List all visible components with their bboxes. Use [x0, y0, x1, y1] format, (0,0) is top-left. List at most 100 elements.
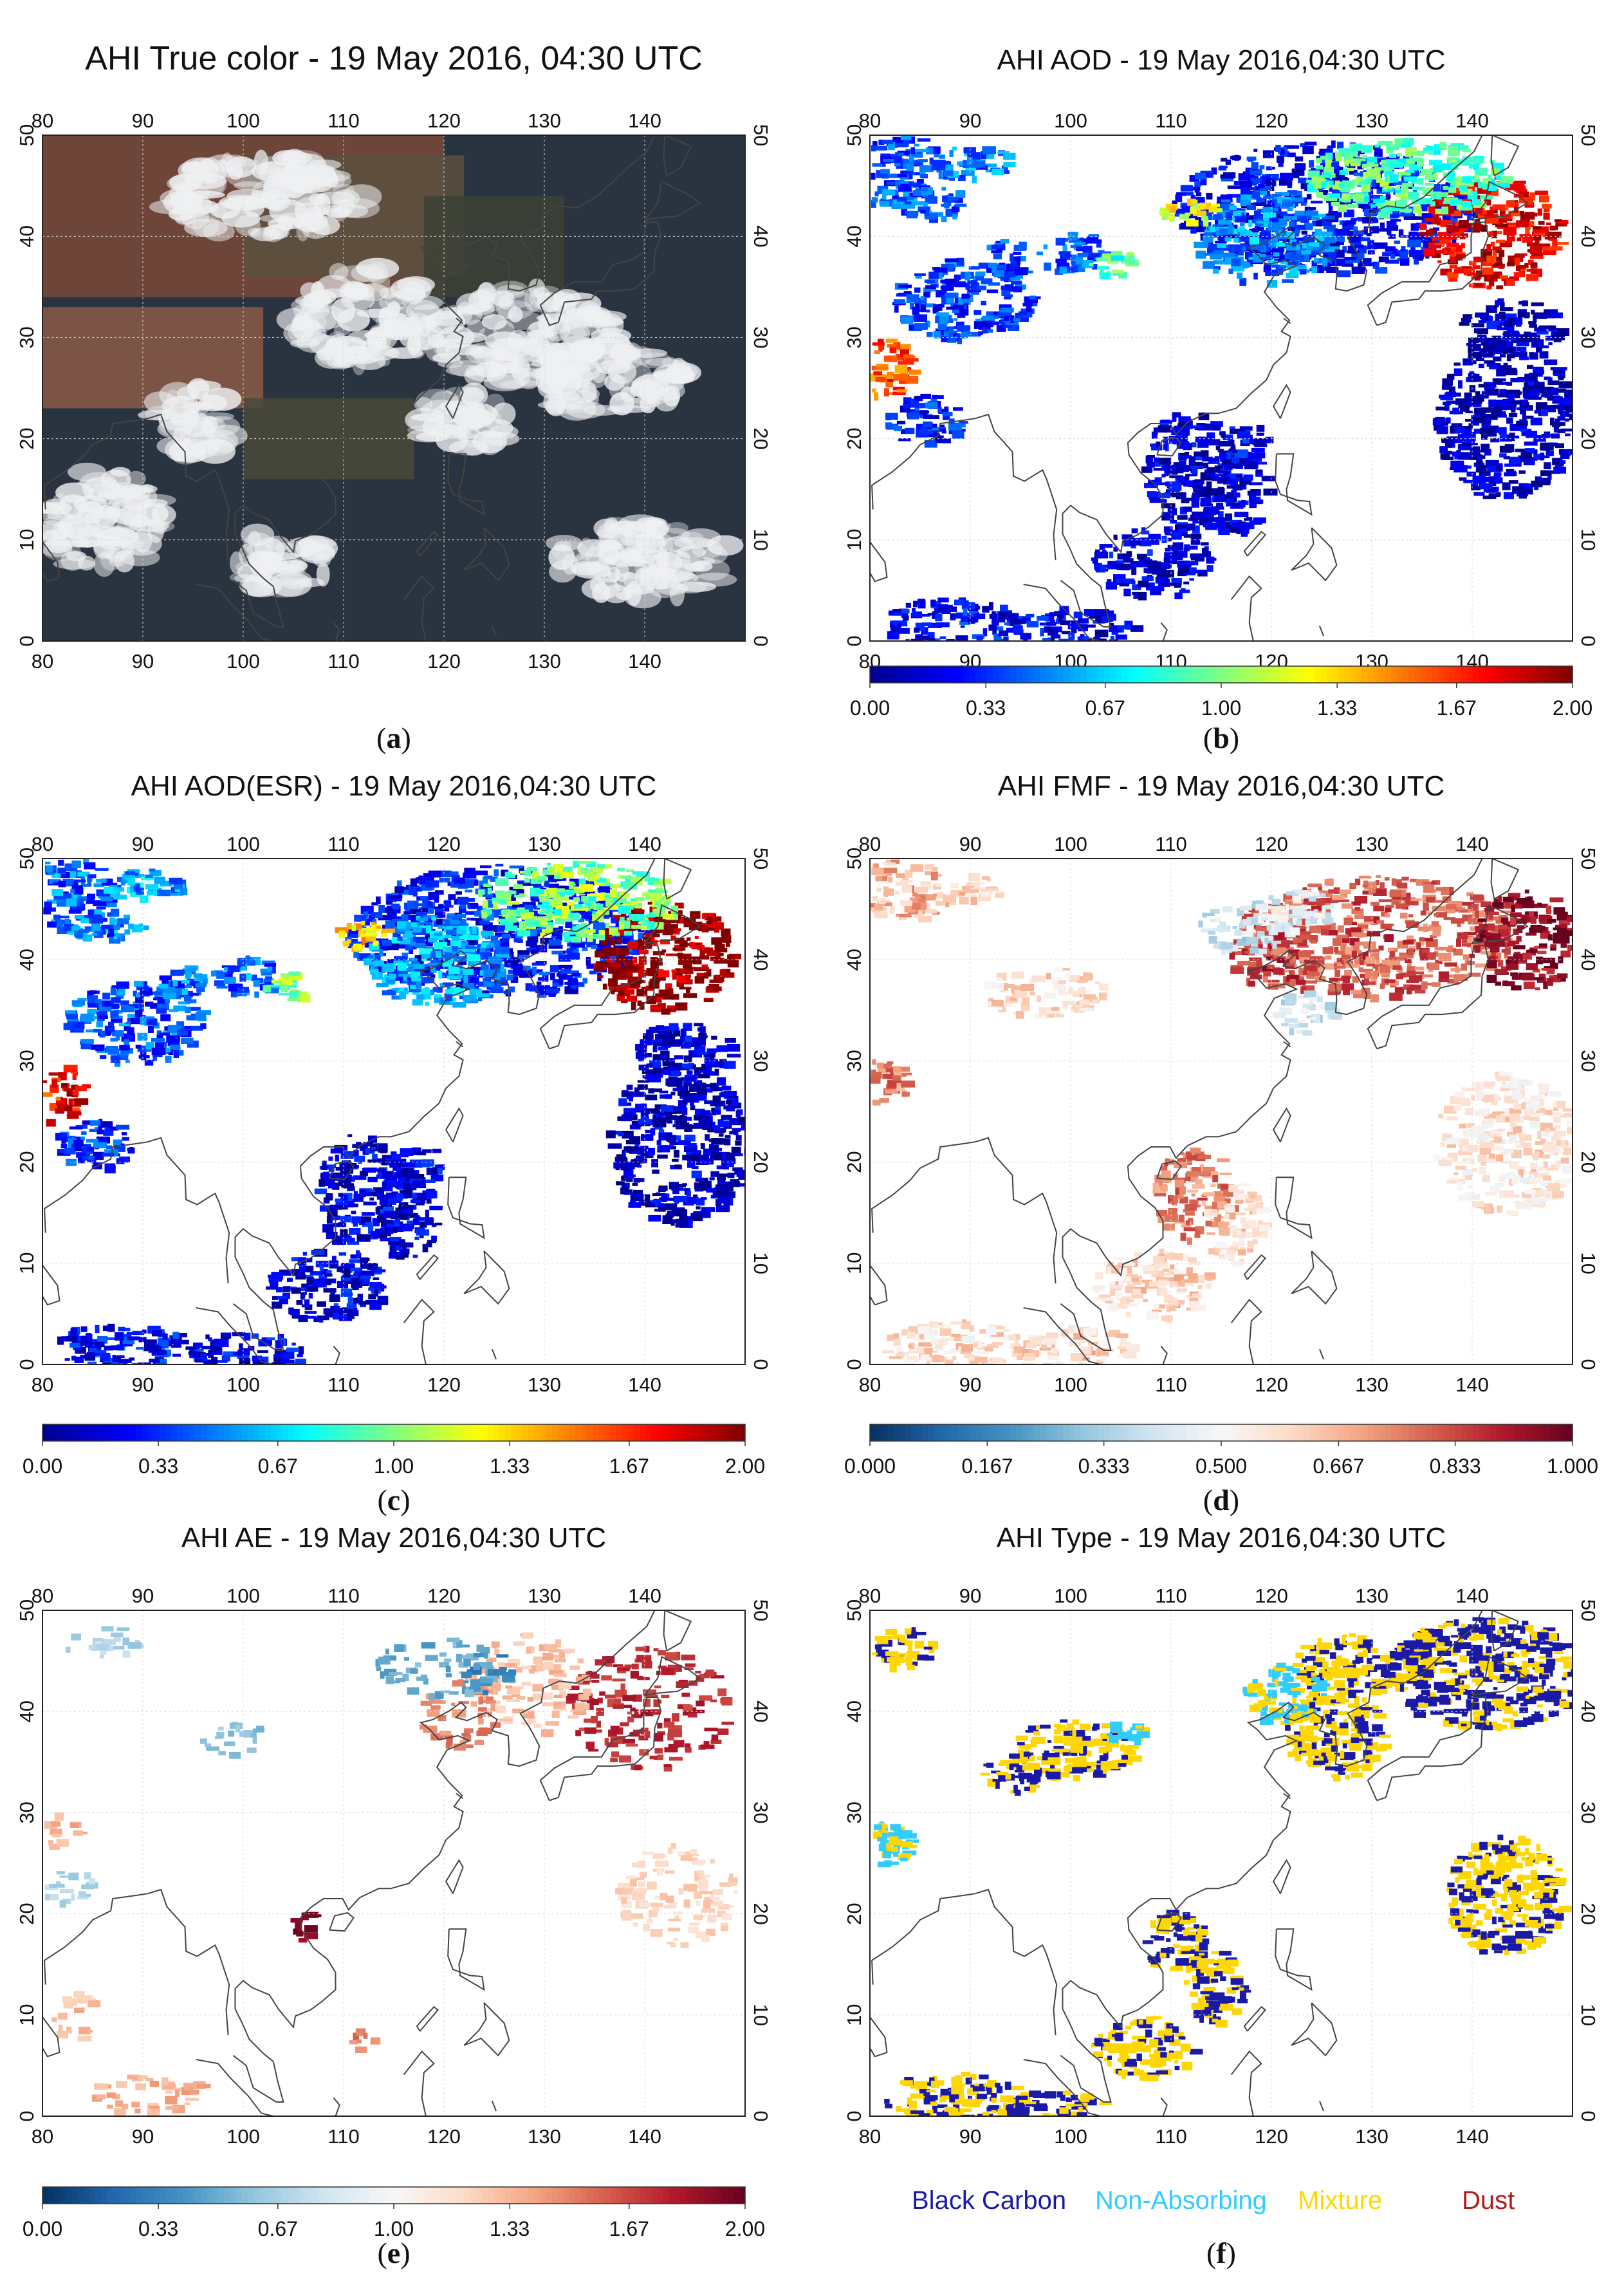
data-cell [1153, 468, 1165, 471]
data-cell [1249, 521, 1255, 530]
data-cell [967, 280, 978, 284]
data-cell [1249, 500, 1253, 508]
coastline [416, 530, 439, 557]
data-cell [961, 617, 973, 622]
data-cell [1282, 279, 1294, 283]
data-cell [1010, 315, 1015, 323]
data-cell [973, 617, 979, 623]
data-cell [1246, 452, 1254, 460]
data-cell [414, 886, 423, 892]
data-cell [100, 897, 113, 902]
data-cell [1002, 322, 1011, 328]
data-cell [1508, 318, 1514, 324]
data-cell [434, 908, 443, 916]
data-cell [586, 942, 593, 947]
data-cell [878, 344, 885, 350]
data-cell [911, 201, 925, 206]
data-cell [1287, 227, 1298, 231]
data-cell [1474, 407, 1484, 415]
data-cell [1529, 247, 1542, 254]
data-cell [1539, 247, 1551, 250]
data-cell [1095, 549, 1100, 552]
data-cell [1180, 185, 1194, 192]
data-cell [135, 874, 145, 879]
data-cell [1408, 192, 1419, 200]
data-cell [1190, 176, 1196, 181]
data-cell [1388, 234, 1396, 239]
data-cell [1409, 164, 1423, 171]
data-cell [1253, 202, 1266, 206]
data-cell [871, 145, 876, 152]
data-cell [1415, 254, 1425, 259]
data-cell [1486, 285, 1492, 290]
data-cell [1564, 389, 1573, 398]
data-cell [1073, 242, 1086, 245]
data-cell [1165, 563, 1171, 569]
data-cell [1533, 229, 1547, 233]
data-cell [1538, 221, 1545, 225]
data-cell [938, 172, 943, 180]
data-cell [920, 174, 928, 179]
data-cell [1328, 210, 1342, 218]
data-cell [62, 879, 74, 887]
data-cell [1316, 192, 1324, 196]
data-cell [1172, 412, 1181, 418]
data-cell [1232, 450, 1238, 454]
data-cell [569, 946, 576, 950]
data-cell [975, 271, 986, 277]
colorbar-swatch [1461, 666, 1468, 683]
data-cell [1164, 216, 1174, 220]
data-cell [992, 268, 997, 274]
data-cell [1489, 305, 1493, 310]
data-cell [1451, 423, 1463, 429]
data-cell [1004, 297, 1011, 300]
data-cell [1116, 625, 1129, 629]
data-cell [1209, 517, 1214, 522]
data-cell [1407, 169, 1415, 173]
data-cell [928, 622, 941, 626]
coastline [644, 180, 701, 221]
data-cell [1289, 257, 1295, 265]
data-cell [1306, 194, 1312, 200]
data-cell [1058, 610, 1069, 615]
data-cell [1263, 266, 1271, 273]
data-cell [1219, 451, 1230, 456]
data-cell [145, 884, 159, 889]
data-cell [465, 911, 479, 915]
colorbar-swatch [1046, 666, 1052, 683]
data-cell [885, 339, 898, 343]
data-cell [1226, 485, 1237, 489]
data-cell [1312, 217, 1320, 221]
data-cell [1518, 310, 1524, 317]
data-cell [84, 862, 96, 870]
colorbar-swatch [1315, 666, 1322, 683]
data-cell [1296, 225, 1306, 230]
colorbar-tick-label: 0.00 [850, 696, 890, 720]
data-cell [1229, 426, 1235, 429]
data-cell [53, 895, 67, 900]
coastline [329, 436, 355, 457]
data-cell [1391, 144, 1399, 150]
data-cell [1226, 492, 1234, 498]
data-cell [405, 915, 415, 920]
data-cell [943, 201, 952, 207]
data-cell [894, 160, 901, 167]
data-cell [1529, 324, 1537, 328]
data-cell [1514, 254, 1525, 258]
data-cell [1528, 321, 1536, 324]
data-cell [905, 375, 919, 384]
data-cell [1280, 225, 1286, 234]
data-cell [1453, 192, 1464, 196]
data-cell [1294, 230, 1300, 237]
data-cell [1511, 405, 1516, 413]
colorbar-swatch [1250, 666, 1257, 683]
data-cell [935, 613, 943, 622]
data-cell [1008, 272, 1016, 278]
data-cell [1474, 277, 1481, 281]
data-cell [1509, 276, 1515, 279]
data-cell [1259, 255, 1273, 260]
data-cell [1386, 214, 1399, 218]
data-cell [1132, 591, 1140, 595]
colorbar-swatch [1508, 666, 1515, 683]
data-cell [1111, 256, 1125, 261]
